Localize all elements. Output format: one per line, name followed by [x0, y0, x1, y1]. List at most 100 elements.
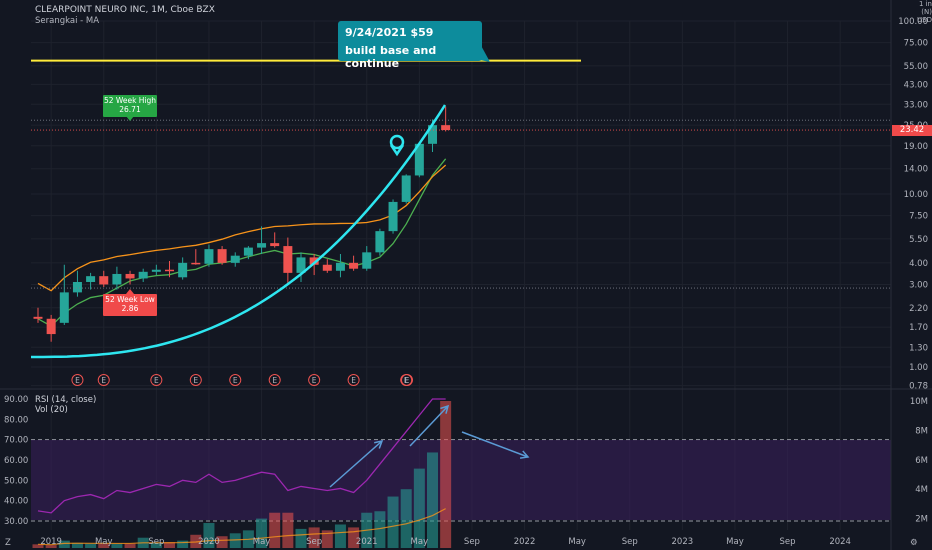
volume-bar	[229, 533, 241, 548]
earnings-marker[interactable]: E	[347, 374, 360, 386]
earnings-letter: E	[233, 376, 238, 385]
rsi-polyline	[37, 398, 446, 514]
price-tick-label: 7.50	[909, 212, 928, 222]
volume-bar	[334, 524, 346, 548]
time-tick-label: 2019	[40, 537, 62, 547]
price-tick-label: 19.00	[904, 142, 928, 152]
price-tick-label: 0.78	[909, 382, 928, 392]
volume-bars	[32, 401, 452, 548]
candle-body	[217, 249, 227, 263]
candle-body	[257, 243, 267, 248]
price-tick-label: 33.00	[904, 100, 928, 110]
rsi-band	[31, 440, 891, 520]
candle-body	[204, 249, 214, 264]
price-tick-label: 3.00	[909, 280, 928, 290]
high-tag-pointer	[126, 116, 134, 121]
indicator-title: Serangkai - MA	[35, 16, 100, 26]
candle-body	[138, 271, 148, 279]
volume-bar	[111, 543, 123, 548]
volume-axis: 10M 8M 6M 4M 2M	[910, 397, 928, 525]
earnings-marker[interactable]: E	[308, 374, 321, 386]
earnings-circle	[97, 374, 110, 386]
earnings-letter: E	[405, 376, 410, 385]
settings-gear-icon[interactable]: ⚙	[910, 538, 918, 548]
candle-body	[414, 143, 424, 176]
price-tick-label: 2.20	[909, 304, 928, 314]
scale-label: 1 in (N)	[918, 0, 932, 16]
candle-body	[309, 257, 319, 265]
earnings-circle	[189, 374, 202, 386]
candle-body	[362, 252, 372, 269]
earnings-marker[interactable]: E	[150, 374, 163, 386]
price-tick-label: 43.00	[904, 80, 928, 90]
time-tick-label: May	[568, 537, 586, 547]
candle-body	[322, 264, 332, 271]
rsi-axis[interactable]: 90.00 80.00 70.00 60.00 50.00 40.00 30.00	[4, 395, 28, 527]
rsi-tick-label: 60.00	[4, 456, 28, 466]
earnings-letter: E	[193, 376, 198, 385]
candle-body	[165, 269, 174, 272]
candle-body	[191, 262, 201, 265]
volume-tick-label: 8M	[915, 426, 928, 436]
rsi-tick-label: 80.00	[4, 415, 28, 425]
time-tick-label: May	[726, 537, 744, 547]
time-axis[interactable]: 2019 May Sep 2020 May Sep 2021 May Sep 2022 May Sep…	[40, 537, 851, 547]
candle-body	[243, 247, 253, 256]
candle-body	[283, 246, 293, 273]
volume-bar	[164, 542, 175, 548]
volume-bar	[374, 511, 386, 548]
candle-body	[388, 201, 398, 232]
price-tick-label: 100.00	[898, 17, 928, 27]
earnings-marker[interactable]: E	[401, 374, 413, 386]
price-tick-label: 10.00	[904, 190, 928, 200]
pin-marker-icon[interactable]	[389, 134, 405, 157]
arrow-down-head	[519, 450, 530, 459]
volume-bar	[203, 523, 215, 548]
volume-bar	[282, 512, 294, 548]
rsi-header: RSI (14, close) Vol (20)	[35, 395, 96, 415]
price-tick-label: 5.50	[909, 235, 928, 245]
annotation-callout[interactable]: 9/24/2021 $59 build base and continue	[338, 21, 482, 70]
price-axis[interactable]: 100.0075.0055.0043.0033.0025.0019.0014.0…	[898, 17, 928, 392]
candle-body	[59, 292, 69, 323]
earnings-markers[interactable]: E E E E E E E E EE	[71, 374, 413, 386]
52-week-high-tag: 52 Week High 26.71	[103, 95, 157, 117]
volume-bar	[58, 540, 70, 548]
volume-bar	[321, 530, 333, 548]
earnings-circle	[229, 374, 242, 386]
earnings-marker[interactable]: E	[189, 374, 202, 386]
candle-body	[401, 175, 411, 202]
volume-bar	[124, 543, 136, 548]
volume-tick-label: 10M	[910, 397, 928, 407]
logo-icon[interactable]: Z	[5, 538, 11, 548]
candle-body	[375, 231, 385, 253]
volume-bar	[295, 528, 307, 548]
earnings-marker[interactable]: E	[229, 374, 242, 386]
high-value: 26.71	[119, 105, 141, 114]
callout-line-1: 9/24/2021 $59	[345, 26, 434, 39]
earnings-letter: E	[154, 376, 159, 385]
candlesticks	[33, 106, 451, 342]
time-tick-label: Sep	[464, 537, 480, 547]
candle-body	[441, 125, 451, 131]
price-tick-label: 14.00	[904, 165, 928, 175]
rsi-label[interactable]: RSI (14, close)	[35, 395, 97, 405]
time-tick-label: Sep	[148, 537, 164, 547]
candle-body	[335, 262, 345, 271]
candle-body	[86, 276, 96, 282]
time-tick-label: May	[253, 537, 271, 547]
volume-bar	[440, 401, 452, 548]
vol-label[interactable]: Vol (20)	[35, 405, 68, 415]
earnings-marker[interactable]: E	[97, 374, 110, 386]
arrow-up-2-head	[440, 404, 450, 414]
time-tick-label: Sep	[622, 537, 638, 547]
currency-code: USD	[917, 16, 932, 24]
earnings-marker[interactable]: E	[268, 374, 281, 386]
price-tick-label: 1.70	[909, 323, 928, 333]
time-tick-label: Sep	[306, 537, 322, 547]
earnings-marker[interactable]: E	[71, 374, 84, 386]
candle-body	[178, 262, 188, 278]
drawn-arrows	[329, 404, 530, 488]
candle-body	[46, 318, 56, 335]
